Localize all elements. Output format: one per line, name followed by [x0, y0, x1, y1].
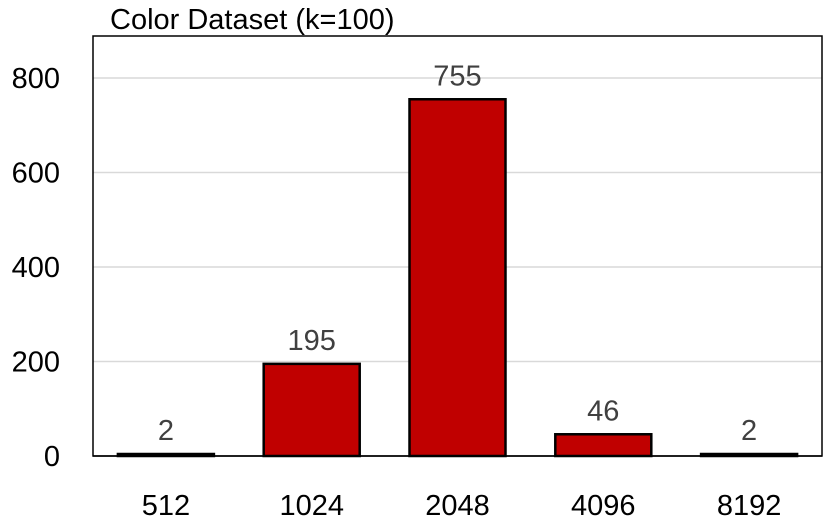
bar: [116, 452, 216, 458]
x-tick-label: 4096: [571, 490, 636, 522]
x-tick-label: 2048: [425, 490, 490, 522]
data-labels: 2 195 755 46 2: [158, 60, 757, 447]
data-label: 195: [288, 325, 336, 357]
x-tick-label: 512: [142, 490, 190, 522]
y-tick-label: 0: [44, 441, 60, 473]
bars: [116, 98, 799, 458]
x-axis-tick-labels: 512 1024 2048 4096 8192: [142, 490, 782, 522]
y-tick-label: 800: [12, 63, 60, 95]
x-tick-label: 8192: [717, 490, 782, 522]
bar: [699, 452, 799, 458]
data-label: 755: [433, 60, 481, 92]
bar: [262, 362, 361, 458]
x-tick-label: 1024: [279, 490, 344, 522]
y-axis-tick-labels: 0 200 400 600 800: [12, 63, 60, 473]
y-tick-label: 400: [12, 252, 60, 284]
data-label: 46: [587, 395, 619, 427]
chart-title: Color Dataset (k=100): [110, 4, 395, 36]
data-label: 2: [158, 415, 174, 447]
y-tick-label: 600: [12, 158, 60, 190]
y-tick-label: 200: [12, 347, 60, 379]
bar: [408, 98, 507, 458]
data-label: 2: [741, 415, 757, 447]
bar: [554, 433, 653, 458]
